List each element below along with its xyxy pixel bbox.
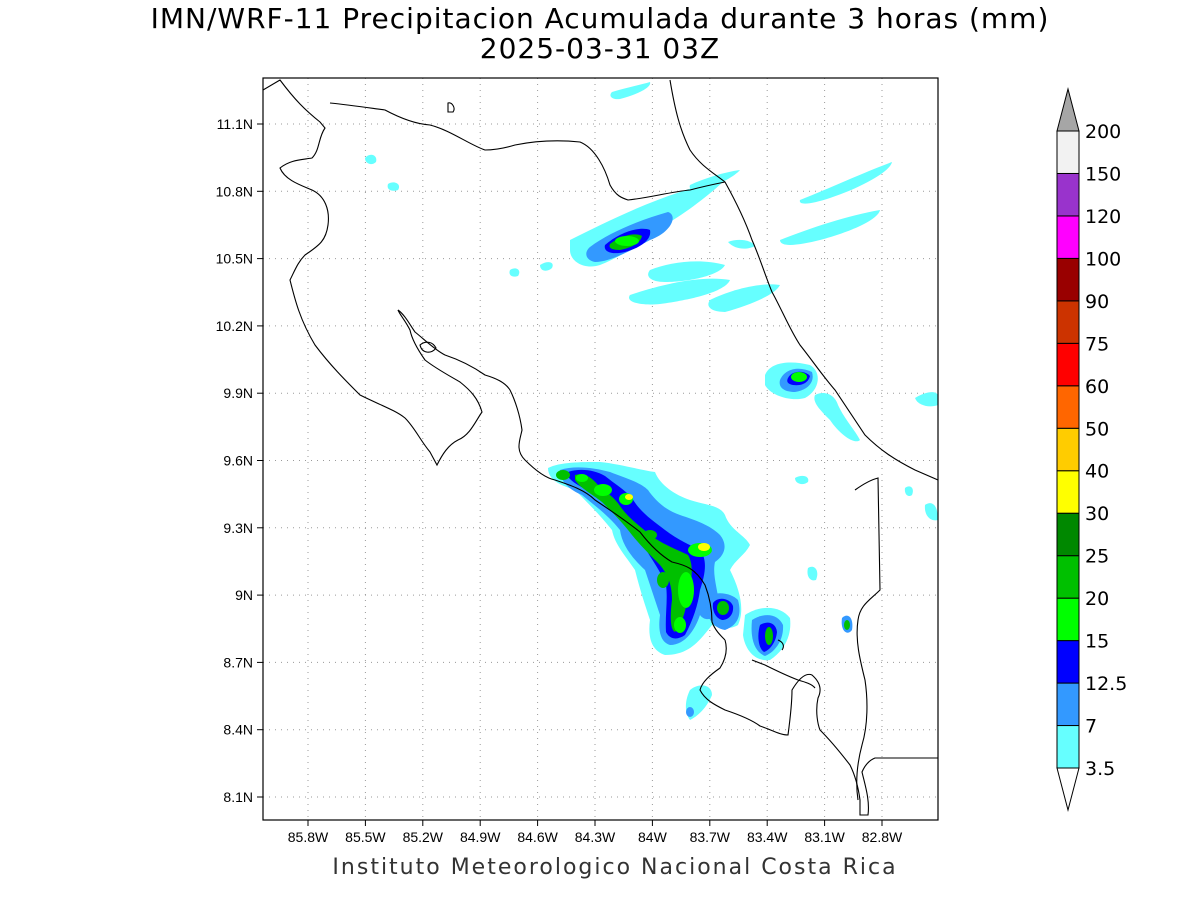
colorbar-swatch — [1056, 172, 1080, 217]
x-tick-label: 84.3W — [575, 829, 616, 845]
footer-credit: Instituto Meteorologico Nacional Costa R… — [332, 855, 898, 880]
x-tick-label: 84W — [638, 829, 668, 845]
y-tick-label: 9.3N — [223, 520, 253, 536]
colorbar-swatch — [1056, 512, 1080, 557]
colorbar-swatch — [1056, 597, 1080, 642]
colorbar-swatch — [1056, 300, 1080, 344]
y-tick-label: 11.1N — [217, 116, 253, 132]
colorbar-swatch — [1056, 470, 1080, 514]
x-tick-label: 83.7W — [690, 829, 731, 845]
y-tick-label: 8.7N — [223, 654, 253, 670]
colorbar-swatch — [1056, 725, 1080, 769]
y-tick-label: 10.8N — [216, 183, 253, 199]
colorbar-label: 15 — [1085, 631, 1109, 653]
colorbar-label: 25 — [1085, 546, 1109, 568]
colorbar-label: 40 — [1085, 461, 1109, 483]
colorbar-overflow-triangle — [1056, 87, 1080, 132]
precipitation-field — [365, 82, 938, 720]
colorbar-underflow-triangle — [1056, 767, 1080, 812]
x-tick-label: 85.8W — [288, 829, 329, 845]
colorbar-label: 120 — [1085, 206, 1121, 228]
colorbar-label: 50 — [1085, 418, 1109, 440]
y-tick-label: 10.2N — [216, 318, 253, 334]
colorbar-label: 7 — [1085, 716, 1097, 738]
x-tick-label: 83.1W — [804, 829, 845, 845]
colorbar-swatch — [1056, 640, 1080, 684]
y-tick-label: 8.1N — [223, 789, 253, 805]
colorbar-swatch — [1056, 427, 1080, 472]
colorbar-label: 60 — [1085, 376, 1109, 398]
x-tick-label: 85.5W — [345, 829, 386, 845]
y-tick-label: 9N — [235, 587, 253, 603]
colorbar-swatch — [1056, 130, 1080, 174]
colorbar-label: 20 — [1085, 588, 1109, 610]
colorbar-swatch — [1056, 555, 1080, 599]
colorbar-swatch — [1056, 682, 1080, 727]
colorbar-swatch — [1056, 215, 1080, 259]
colorbar-label: 200 — [1085, 121, 1121, 143]
x-tick-label: 84.9W — [460, 829, 501, 845]
map-frame — [262, 77, 939, 821]
x-tick-label: 83.4W — [747, 829, 788, 845]
chart-title: IMN/WRF-11 Precipitacion Acumulada duran… — [150, 2, 1050, 35]
y-tick-label: 8.4N — [223, 722, 253, 738]
country-borders — [263, 79, 938, 816]
colorbar-label: 30 — [1085, 503, 1109, 525]
x-axis-labels: 85.8W 85.5W 85.2W 84.9W 84.6W 84.3W 84W 83.7W 83… — [288, 829, 903, 845]
colorbar-swatch — [1056, 257, 1080, 302]
colorbar-label: 12.5 — [1085, 673, 1127, 695]
colorbar-label: 150 — [1085, 163, 1121, 185]
y-tick-label: 10.5N — [216, 251, 253, 267]
x-tick-label: 82.8W — [862, 829, 903, 845]
colorbar-label: 75 — [1085, 333, 1109, 355]
y-tick-label: 9.9N — [223, 385, 253, 401]
colorbar: 3.5 7 12.5 15 20 25 30 40 50 60 75 90 100 120 150 200 — [1056, 87, 1127, 812]
colorbar-label: 3.5 — [1085, 758, 1115, 780]
chart-subtitle: 2025-03-31 03Z — [479, 32, 721, 65]
x-tick-label: 85.2W — [403, 829, 444, 845]
colorbar-swatch — [1056, 385, 1080, 429]
y-tick-label: 9.6N — [223, 453, 253, 469]
x-tick-label: 84.6W — [517, 829, 558, 845]
colorbar-label: 90 — [1085, 291, 1109, 313]
y-axis-labels: 11.1N 10.8N 10.5N 10.2N 9.9N 9.6N 9.3N 9N 8.7N 8.… — [216, 116, 253, 805]
colorbar-swatch — [1056, 342, 1080, 387]
colorbar-label: 100 — [1085, 248, 1121, 270]
